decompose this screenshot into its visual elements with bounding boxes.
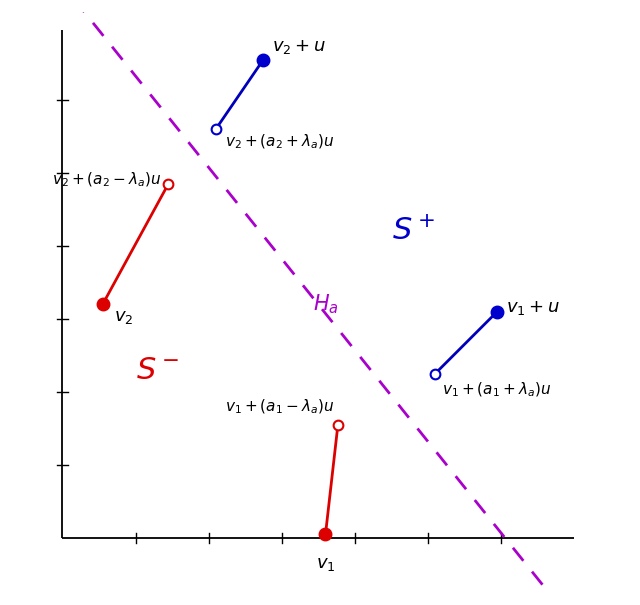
Text: $v_1 + (a_1 + \lambda_a)u$: $v_1 + (a_1 + \lambda_a)u$ bbox=[442, 381, 552, 399]
Text: $v_2 + (a_2 + \lambda_a)u$: $v_2 + (a_2 + \lambda_a)u$ bbox=[225, 132, 334, 151]
Text: $v_1 + (a_1 - \lambda_a)u$: $v_1 + (a_1 - \lambda_a)u$ bbox=[225, 397, 334, 416]
Text: $S^+$: $S^+$ bbox=[392, 217, 435, 246]
Text: $v_2$: $v_2$ bbox=[114, 308, 133, 326]
Text: $S^-$: $S^-$ bbox=[136, 356, 179, 385]
Text: $v_2 + (a_2 - \lambda_a)u$: $v_2 + (a_2 - \lambda_a)u$ bbox=[52, 171, 161, 189]
Text: $H_a$: $H_a$ bbox=[312, 293, 339, 316]
Text: $v_1 + u$: $v_1 + u$ bbox=[506, 299, 560, 317]
Text: $v_2 + u$: $v_2 + u$ bbox=[272, 38, 326, 56]
Text: $v_1$: $v_1$ bbox=[316, 555, 335, 573]
